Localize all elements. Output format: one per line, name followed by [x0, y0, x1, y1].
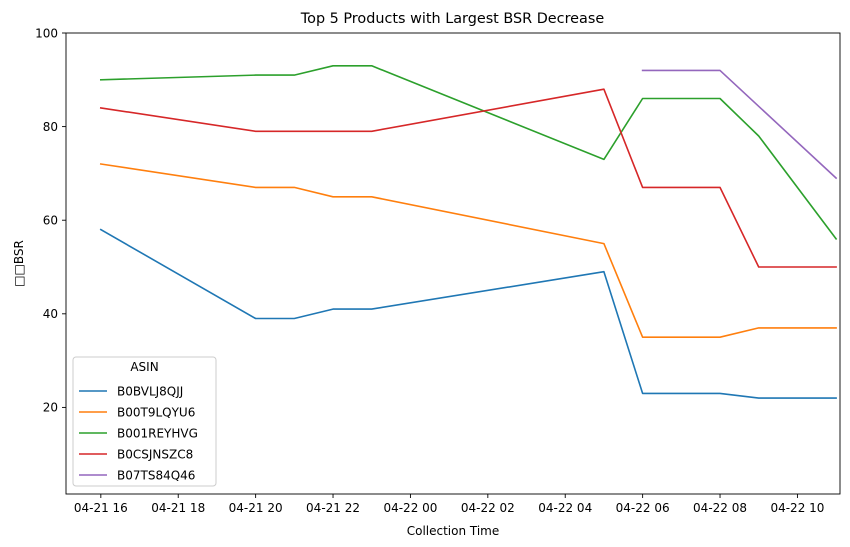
- series-layer: [99, 65, 838, 399]
- legend: ASIN B0BVLJ8QJJ B00T9LQYU6 B001REYHVG B0CSJ…: [72, 356, 217, 487]
- series-line-b0bvlj8qjj: [99, 228, 837, 399]
- legend-entry: B00T9LQYU6: [117, 405, 195, 419]
- x-tick-label: 04-22 00: [383, 501, 437, 515]
- plot-frame: [65, 32, 841, 495]
- x-tick-label: 04-21 18: [151, 501, 205, 515]
- y-tick-label: 80: [43, 120, 58, 134]
- x-tick-label: 04-22 10: [770, 501, 824, 515]
- series-line-b0csjnszc8: [99, 88, 837, 268]
- x-axis-label: Collection Time: [407, 524, 500, 538]
- y-tick-label: 40: [43, 307, 58, 321]
- x-tick-label: 04-21 22: [306, 501, 360, 515]
- legend-frame: [72, 356, 217, 487]
- x-tick-label: 04-21 20: [229, 501, 283, 515]
- x-axis: 04-21 16 04-21 18 04-21 20 04-21 22 04-22 00…: [74, 494, 824, 515]
- y-axis-label: □□BSR: [12, 240, 26, 287]
- x-tick-label: 04-22 04: [538, 501, 592, 515]
- legend-entry: B001REYHVG: [117, 426, 198, 440]
- series-line-b00t9lqyu6: [99, 163, 837, 339]
- series-line-b001reyhvg: [99, 65, 838, 241]
- y-tick-label: 60: [43, 214, 58, 228]
- y-tick-label: 20: [43, 401, 58, 415]
- legend-title: ASIN: [130, 360, 158, 374]
- x-tick-label: 04-22 08: [693, 501, 747, 515]
- x-tick-label: 04-22 06: [616, 501, 670, 515]
- chart-title: Top 5 Products with Largest BSR Decrease: [300, 11, 605, 27]
- series-line-b07ts84q46: [641, 69, 838, 180]
- y-axis: 20 40 60 80 100: [35, 26, 66, 415]
- legend-entry: B0BVLJ8QJJ: [117, 384, 183, 398]
- x-tick-label: 04-21 16: [74, 501, 128, 515]
- y-tick-label: 100: [35, 26, 58, 40]
- legend-entry: B07TS84Q46: [117, 468, 195, 482]
- legend-entry: B0CSJNSZC8: [117, 447, 193, 461]
- x-tick-label: 04-22 02: [461, 501, 515, 515]
